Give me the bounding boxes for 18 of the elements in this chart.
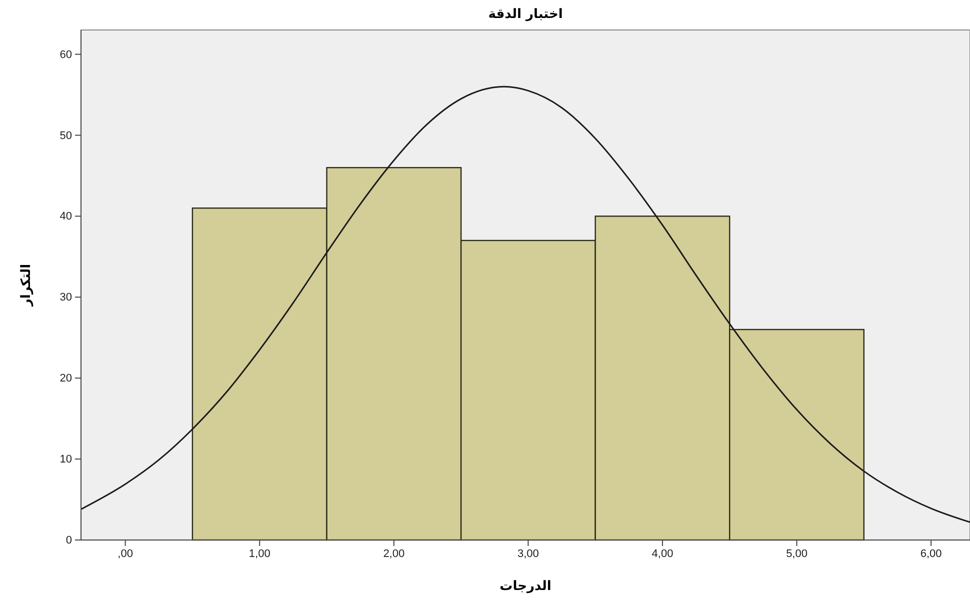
x-tick-label: 5,00 [786, 548, 808, 560]
y-tick-label: 30 [60, 292, 72, 304]
x-axis-title: الدرجات [500, 579, 552, 594]
y-tick-label: 0 [66, 534, 72, 547]
y-axis-title: التكرار [19, 264, 34, 308]
y-tick-label: 60 [60, 48, 72, 61]
x-tick-label: ,00 [118, 548, 133, 560]
x-tick-label: 3,00 [517, 548, 539, 560]
x-tick-label: 4,00 [652, 548, 674, 560]
x-tick-label: 1,00 [248, 548, 270, 560]
y-tick-label: 10 [60, 454, 72, 466]
y-tick-label: 20 [60, 372, 72, 385]
y-tick-label: 50 [60, 130, 72, 142]
y-tick-label: 40 [60, 210, 72, 223]
line-series [80, 86, 970, 523]
x-tick-label: 6,00 [920, 548, 942, 560]
x-tick-label: 2,00 [383, 548, 405, 560]
chart-title: اختبار الدقة [488, 7, 563, 22]
